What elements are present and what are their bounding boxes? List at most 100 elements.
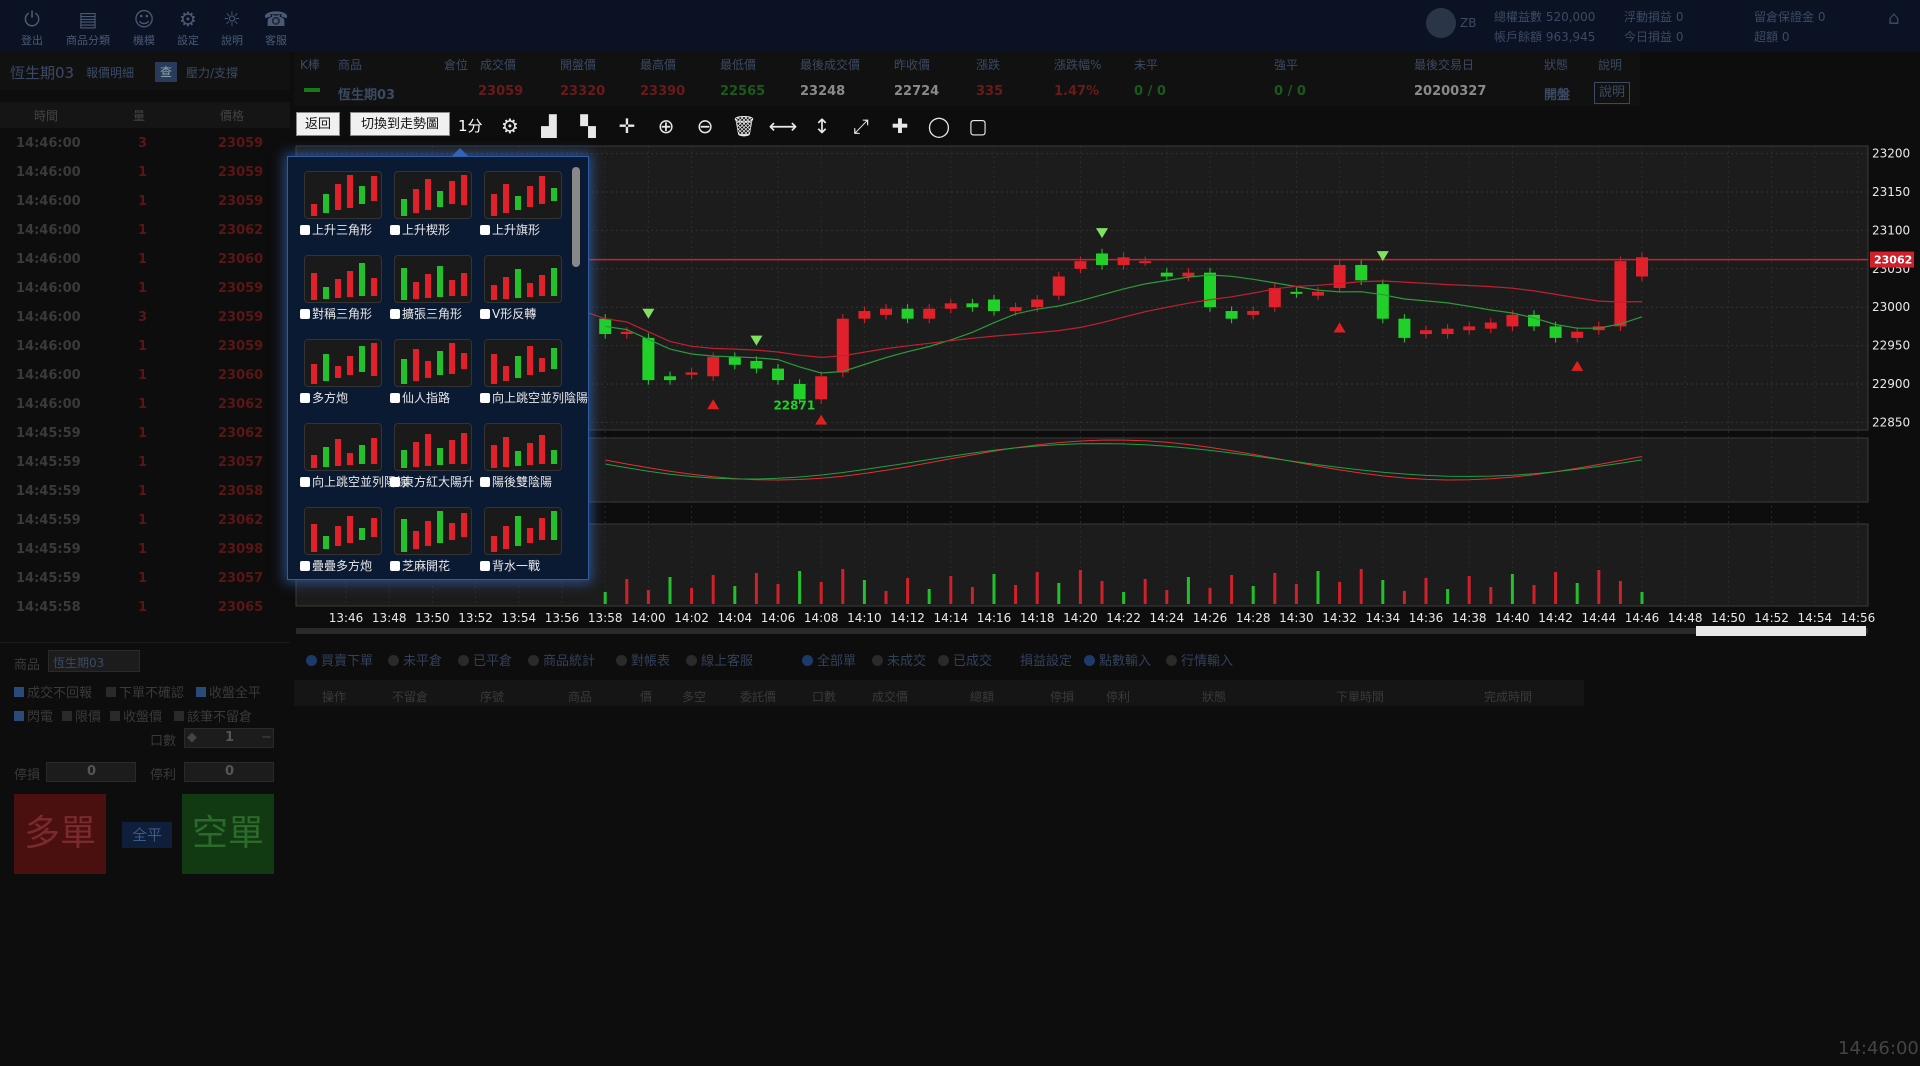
service-button[interactable]: ☎ 客服	[252, 6, 300, 48]
home-icon[interactable]: ⌂	[1888, 8, 1900, 29]
order-product-select[interactable]: 恆生期03	[48, 650, 140, 672]
order-option-checkbox[interactable]: 下單不確認	[106, 682, 184, 701]
back-button[interactable]: 返回	[296, 112, 340, 136]
pattern-checkbox[interactable]	[300, 561, 310, 571]
zoom-in-icon[interactable]: ⊕	[657, 114, 675, 138]
quote-col-header[interactable]: 開盤價	[560, 58, 597, 72]
pattern-item[interactable]: 芝麻開花	[390, 501, 474, 573]
bottom-tab[interactable]: 買賣下單	[306, 650, 373, 669]
pattern-item[interactable]: 多方炮	[300, 333, 384, 405]
quote-col-header[interactable]: 最高價	[640, 58, 677, 72]
qty-stepper[interactable]: ◆ 1 −	[184, 728, 274, 748]
pattern-item[interactable]: 上升旗形	[480, 165, 564, 237]
bottom-tab[interactable]: 已成交	[938, 650, 992, 669]
pattern-checkbox[interactable]	[390, 561, 400, 571]
pattern-item[interactable]: 向上跳空並列陽線	[300, 417, 408, 489]
quote-col-header[interactable]: 強平	[1274, 58, 1299, 72]
quote-col-header[interactable]: 成交價	[480, 58, 517, 72]
pattern-item[interactable]: 仙人指路	[390, 333, 474, 405]
pattern-item[interactable]: 陽後雙陰陽	[480, 417, 564, 489]
quote-col-header[interactable]: 漲跌幅%	[1054, 58, 1102, 72]
pattern-checkbox[interactable]	[300, 225, 310, 235]
pattern-checkbox[interactable]	[300, 477, 310, 487]
quote-col-header[interactable]: 最低價	[720, 58, 757, 72]
bottom-tab[interactable]: 未成交	[872, 650, 926, 669]
zoom-out-icon[interactable]: ⊖	[696, 114, 714, 138]
pattern-item[interactable]: 疊疊多方炮	[300, 501, 384, 573]
pattern-item[interactable]: 向上跳空並列陰陽線	[480, 333, 588, 405]
bottom-tab[interactable]: 點數輸入	[1084, 650, 1151, 669]
settings-button[interactable]: ⚙ 設定	[164, 6, 212, 48]
query-button[interactable]: 查	[155, 62, 177, 82]
quote-col-header[interactable]: 昨收價	[894, 58, 931, 72]
trendline-icon[interactable]: ⤢	[853, 114, 869, 138]
pattern-item[interactable]: 背水一戰	[480, 501, 564, 573]
quote-col-header[interactable]: 漲跌	[976, 58, 1001, 72]
quote-col-header[interactable]: 最後成交價	[800, 58, 861, 72]
order-option-checkbox[interactable]: 收盤全平	[196, 682, 261, 701]
minus-icon[interactable]: ◆	[187, 730, 197, 745]
candle-icon[interactable]: ▚	[580, 114, 596, 138]
gear-icon[interactable]: ⚙	[501, 114, 519, 138]
quote-help-button[interactable]: 說明	[1594, 82, 1630, 104]
trash-icon[interactable]: 🗑	[731, 114, 757, 138]
long-order-button[interactable]: 多單	[14, 794, 106, 874]
quote-product[interactable]: 恆生期03	[338, 88, 396, 103]
flat-all-button[interactable]: 全平	[122, 822, 172, 848]
pattern-item[interactable]: 上升楔形	[390, 165, 474, 237]
pattern-checkbox[interactable]	[480, 309, 490, 319]
help-button[interactable]: ☼ 說明	[208, 6, 256, 48]
order-option-checkbox[interactable]: 該筆不留倉	[174, 706, 252, 725]
bottom-tab[interactable]: 商品統計	[528, 650, 595, 669]
switch-trend-button[interactable]: 切換到走勢圖	[350, 112, 450, 136]
bottom-tab[interactable]: 未平倉	[388, 650, 442, 669]
plus-icon[interactable]: −	[261, 730, 272, 745]
quote-col-header[interactable]: 說明	[1598, 58, 1623, 72]
bottom-tab[interactable]: 損益設定	[1020, 654, 1073, 669]
cross-icon[interactable]: ✚	[891, 114, 909, 138]
bottom-tab[interactable]: 對帳表	[616, 650, 670, 669]
quote-col-header[interactable]: 商品	[338, 58, 363, 72]
quote-col-header[interactable]: 狀態	[1544, 58, 1569, 72]
crosshair-icon[interactable]: ✛	[618, 114, 636, 138]
category-button[interactable]: ▤ 商品分類	[66, 7, 110, 47]
pattern-checkbox[interactable]	[390, 477, 400, 487]
pattern-item[interactable]: 對稱三角形	[300, 249, 384, 321]
interval-select[interactable]: 1分	[458, 117, 483, 135]
order-option-checkbox[interactable]: 收盤價	[110, 706, 162, 725]
bottom-tab[interactable]: 已平倉	[458, 650, 512, 669]
bottom-tab[interactable]: 全部單	[802, 650, 856, 669]
tab-support-resistance[interactable]: 壓力/支撐	[186, 66, 239, 80]
bottom-tab[interactable]: 行情輸入	[1166, 650, 1233, 669]
popup-scrollbar[interactable]	[572, 167, 580, 267]
rect-icon[interactable]: ▢	[968, 114, 988, 138]
pattern-item[interactable]: V形反轉	[480, 249, 564, 321]
simulator-button[interactable]: ☺ 機模	[120, 6, 168, 48]
pattern-checkbox[interactable]	[300, 393, 310, 403]
logout-button[interactable]: ⏻ 登出	[8, 6, 56, 48]
avatar[interactable]	[1426, 8, 1456, 38]
pattern-checkbox[interactable]	[390, 225, 400, 235]
pattern-checkbox[interactable]	[480, 393, 490, 403]
pattern-checkbox[interactable]	[390, 393, 400, 403]
order-option-checkbox[interactable]: 閃電	[14, 706, 53, 725]
hline-icon[interactable]: ⟷	[768, 114, 798, 138]
stop-stepper[interactable]: 0	[46, 762, 136, 782]
pattern-checkbox[interactable]	[480, 477, 490, 487]
order-option-checkbox[interactable]: 限價	[62, 706, 101, 725]
quote-col-header[interactable]: K棒	[300, 58, 320, 72]
quote-col-header[interactable]: 最後交易日	[1414, 58, 1475, 72]
take-stepper[interactable]: 0	[184, 762, 274, 782]
tab-quote-detail[interactable]: 報價明細	[86, 66, 135, 80]
quote-col-header[interactable]: 倉位	[444, 58, 469, 72]
pattern-item[interactable]: 東方紅大陽升	[390, 417, 474, 489]
pattern-checkbox[interactable]	[300, 309, 310, 319]
kbar-icon[interactable]	[304, 84, 322, 96]
order-option-checkbox[interactable]: 成交不回報	[14, 682, 92, 701]
quote-col-header[interactable]: 未平	[1134, 58, 1159, 72]
bottom-tab[interactable]: 線上客服	[686, 650, 753, 669]
short-order-button[interactable]: 空單	[182, 794, 274, 874]
bar-chart-icon[interactable]: ▟	[541, 114, 557, 138]
pattern-item[interactable]: 上升三角形	[300, 165, 384, 237]
ellipse-icon[interactable]: ◯	[927, 114, 951, 138]
